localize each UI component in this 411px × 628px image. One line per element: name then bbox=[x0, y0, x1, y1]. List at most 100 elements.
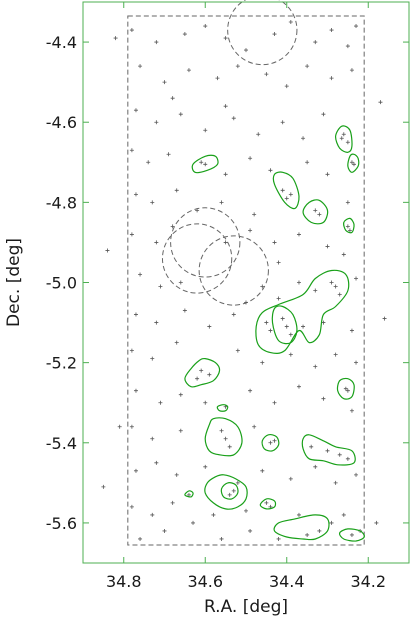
source-point-153 bbox=[264, 500, 269, 505]
source-point-128 bbox=[252, 424, 257, 429]
source-point-10 bbox=[329, 28, 334, 33]
source-point-14 bbox=[162, 80, 167, 85]
source-point-36 bbox=[339, 136, 344, 141]
source-point-41 bbox=[203, 162, 208, 167]
masked-region-3 bbox=[161, 223, 233, 294]
source-point-60 bbox=[345, 200, 350, 205]
source-point-42 bbox=[223, 172, 228, 177]
source-point-81 bbox=[333, 284, 338, 289]
source-point-74 bbox=[158, 284, 163, 289]
source-point-106 bbox=[288, 352, 293, 357]
source-point-30 bbox=[256, 132, 261, 137]
x-tick-label-4: 34.2 bbox=[350, 572, 386, 591]
source-point-19 bbox=[284, 84, 289, 89]
source-point-20 bbox=[305, 64, 310, 69]
source-point-127 bbox=[227, 444, 232, 449]
source-point-31 bbox=[280, 120, 285, 125]
source-point-166 bbox=[329, 520, 334, 525]
survey-boundary-layer bbox=[127, 15, 365, 546]
x-tick-label-3: 34.4 bbox=[269, 572, 305, 591]
source-point-145 bbox=[333, 480, 338, 485]
contour-2 bbox=[347, 153, 360, 173]
source-point-151 bbox=[211, 512, 216, 517]
source-point-33 bbox=[321, 112, 326, 117]
contour-14 bbox=[301, 434, 356, 466]
source-point-87 bbox=[182, 308, 187, 313]
contour-7 bbox=[255, 269, 350, 354]
source-point-56 bbox=[284, 196, 289, 201]
source-point-2 bbox=[154, 40, 159, 45]
source-point-137 bbox=[174, 472, 179, 477]
source-point-8 bbox=[288, 20, 293, 25]
source-point-142 bbox=[260, 468, 265, 473]
source-point-17 bbox=[235, 64, 240, 69]
source-point-97 bbox=[349, 328, 354, 333]
contours-layer bbox=[184, 125, 365, 542]
y-tick-label-4: -5.0 bbox=[46, 274, 77, 293]
source-point-4 bbox=[203, 24, 208, 29]
sources-layer bbox=[101, 20, 387, 541]
source-point-39 bbox=[166, 152, 171, 157]
source-point-18 bbox=[264, 72, 269, 77]
source-point-125 bbox=[219, 428, 224, 433]
source-point-16 bbox=[215, 76, 220, 81]
source-point-61 bbox=[129, 232, 134, 237]
source-point-23 bbox=[170, 96, 175, 101]
source-point-136 bbox=[154, 460, 159, 465]
source-point-25 bbox=[133, 108, 138, 113]
source-point-129 bbox=[268, 440, 273, 445]
source-point-169 bbox=[105, 248, 110, 253]
source-point-62 bbox=[154, 240, 159, 245]
source-point-69 bbox=[345, 224, 350, 229]
source-point-37 bbox=[129, 148, 134, 153]
source-point-144 bbox=[313, 464, 318, 469]
source-point-12 bbox=[354, 24, 359, 29]
source-point-149 bbox=[170, 500, 175, 505]
source-point-77 bbox=[276, 296, 281, 301]
contour-12 bbox=[204, 417, 243, 457]
y-tick-label-3: -4.8 bbox=[46, 193, 77, 212]
source-point-173 bbox=[382, 316, 387, 321]
source-point-123 bbox=[150, 436, 155, 441]
contour-10 bbox=[336, 377, 355, 400]
source-point-171 bbox=[101, 484, 106, 489]
source-point-101 bbox=[199, 368, 204, 373]
source-point-174 bbox=[374, 520, 379, 525]
source-point-84 bbox=[244, 300, 248, 305]
source-point-161 bbox=[162, 528, 167, 533]
contour-11 bbox=[216, 404, 229, 412]
source-point-68 bbox=[325, 244, 330, 249]
source-point-48 bbox=[351, 162, 356, 167]
source-point-66 bbox=[272, 240, 277, 245]
source-point-117 bbox=[296, 384, 301, 389]
x-tick-label-2: 34.6 bbox=[187, 572, 223, 591]
contour-8 bbox=[271, 305, 298, 345]
source-point-110 bbox=[133, 388, 138, 393]
source-point-89 bbox=[231, 312, 236, 317]
y-tick-label-6: -5.4 bbox=[46, 434, 77, 453]
source-point-120 bbox=[345, 388, 350, 393]
source-point-73 bbox=[138, 272, 143, 277]
source-point-88 bbox=[207, 324, 212, 329]
source-point-26 bbox=[154, 120, 159, 125]
source-point-156 bbox=[317, 528, 322, 533]
source-point-140 bbox=[231, 488, 236, 493]
source-point-158 bbox=[349, 532, 354, 537]
source-point-119 bbox=[343, 386, 348, 391]
source-point-143 bbox=[288, 476, 293, 481]
source-point-38 bbox=[146, 160, 151, 165]
x-axis-label: R.A. [deg] bbox=[204, 597, 288, 617]
source-point-82 bbox=[337, 292, 342, 297]
source-point-50 bbox=[150, 200, 155, 205]
contour-15 bbox=[204, 474, 248, 510]
source-point-6 bbox=[244, 48, 248, 53]
source-point-63 bbox=[170, 224, 175, 229]
source-point-64 bbox=[223, 240, 228, 245]
source-point-70 bbox=[347, 228, 352, 233]
source-point-168 bbox=[113, 36, 118, 41]
source-point-45 bbox=[305, 160, 310, 165]
source-point-147 bbox=[129, 504, 134, 509]
source-point-164 bbox=[248, 528, 253, 533]
source-point-28 bbox=[203, 128, 208, 133]
source-point-21 bbox=[329, 76, 334, 81]
